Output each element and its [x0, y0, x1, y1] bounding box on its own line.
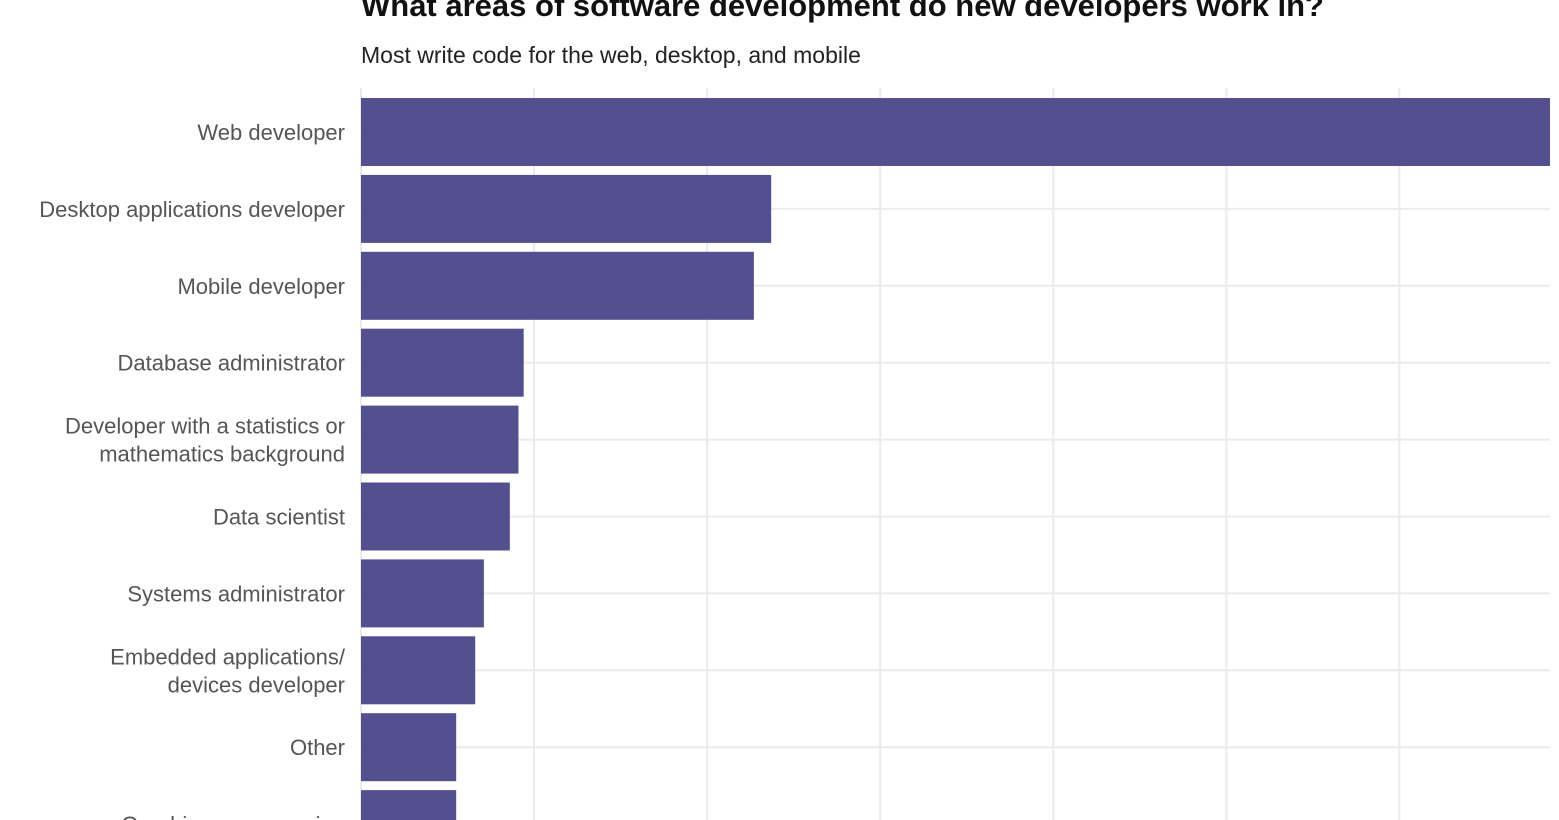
grid [360, 88, 1550, 820]
y-tick-label: Embedded applications/devices developer [110, 644, 346, 697]
y-tick-label: Database administrator [118, 351, 345, 376]
y-tick-label: Web developer [197, 120, 345, 145]
y-tick-label: Data scientist [213, 505, 345, 530]
y-tick-label: Developer with a statistics or mathematic… [65, 414, 345, 467]
bar [361, 328, 524, 397]
chart-title: What areas of software development do ne… [361, 0, 1324, 23]
y-tick-label: Desktop applications developer [39, 197, 345, 222]
y-tick-label: Graphics programming [121, 812, 345, 820]
bar [361, 251, 754, 320]
y-tick-label: Other [290, 735, 345, 760]
y-tick-label: Mobile developer [177, 274, 345, 299]
chart-subtitle: Most write code for the web, desktop, an… [361, 42, 861, 68]
y-tick-label: Systems administrator [127, 581, 345, 606]
bar [361, 636, 476, 705]
bar [361, 98, 1550, 166]
bars [361, 98, 1550, 820]
bar [361, 790, 457, 820]
bar [361, 405, 519, 474]
bar [361, 482, 510, 551]
bar [361, 713, 457, 782]
bar [361, 559, 484, 628]
bar [361, 174, 772, 243]
